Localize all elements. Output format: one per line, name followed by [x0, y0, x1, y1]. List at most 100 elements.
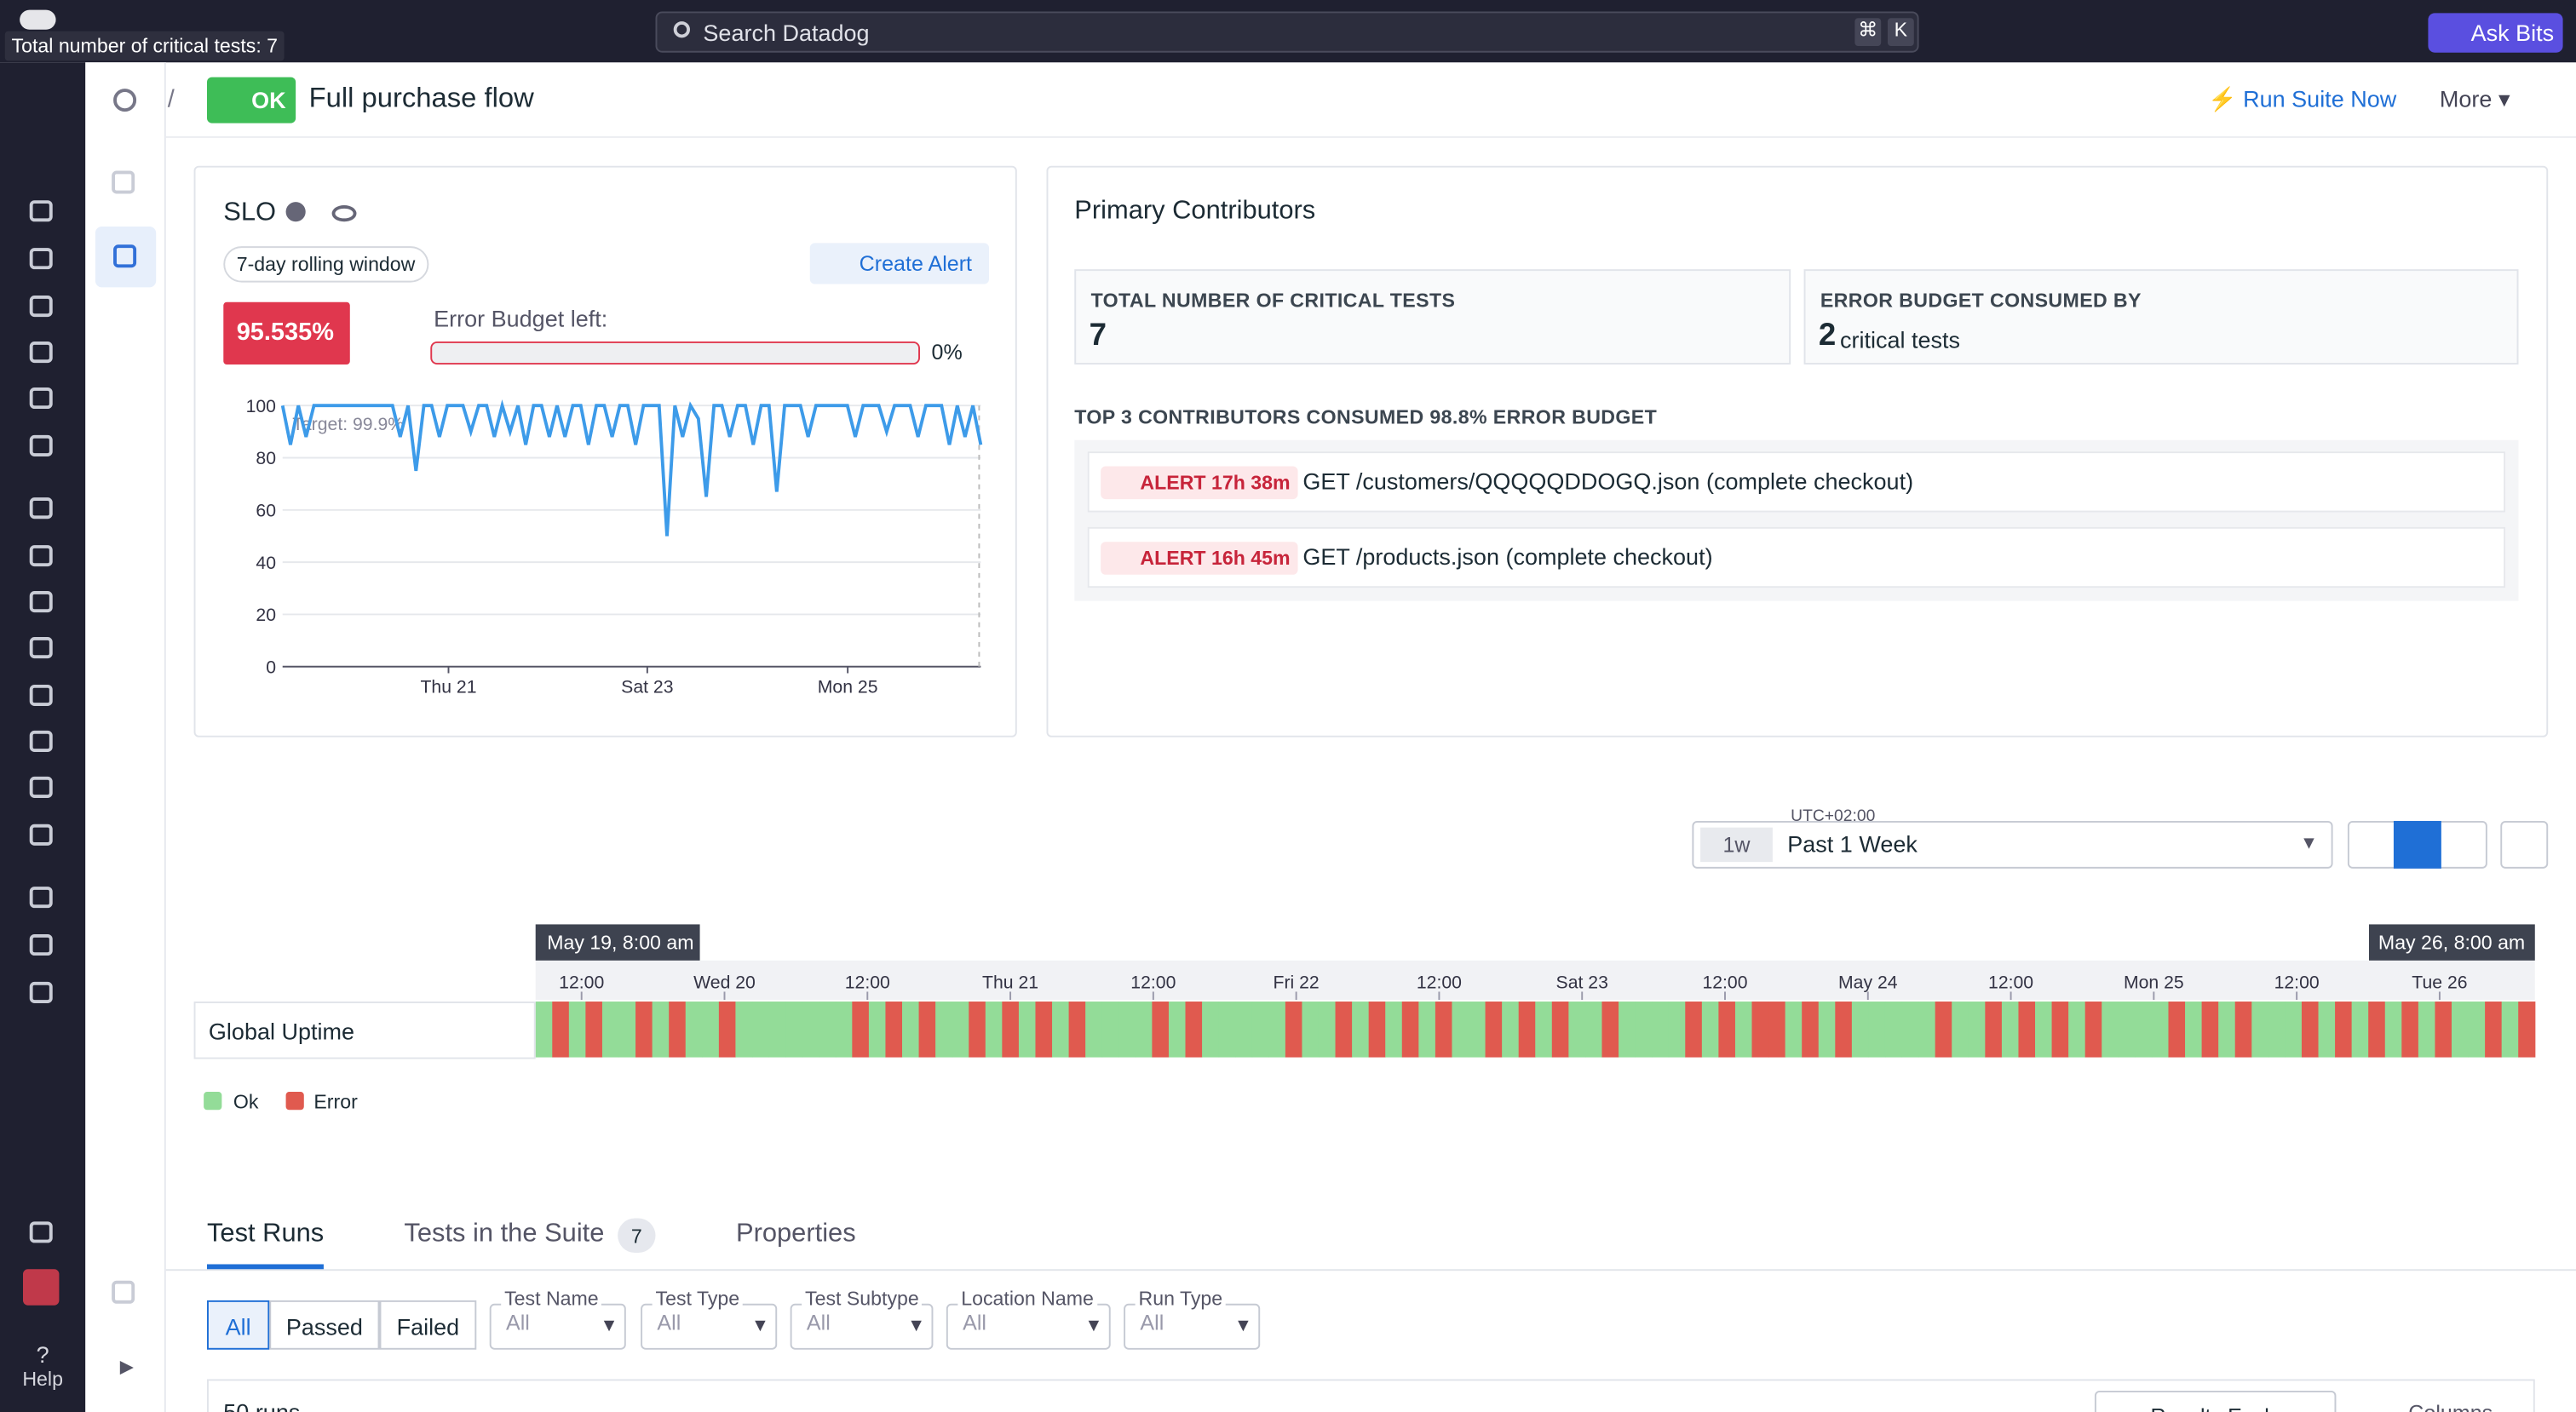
logo[interactable]	[20, 9, 56, 30]
uptime-slot	[1218, 1002, 1236, 1058]
nav-icon[interactable]	[29, 387, 53, 410]
status-filter[interactable]: Failed	[379, 1300, 477, 1350]
tab[interactable]: Tests in the Suite	[404, 1220, 605, 1248]
filter-dropdown[interactable]: All ▾	[790, 1303, 934, 1350]
filter-dropdown[interactable]: All ▾	[1124, 1303, 1261, 1350]
uptime-slot	[735, 1002, 753, 1058]
nav-icon[interactable]	[29, 1221, 53, 1243]
nav-icon[interactable]	[29, 776, 53, 798]
nav-icon[interactable]	[29, 497, 53, 519]
uptime-slot	[1584, 1002, 1603, 1058]
y-tick-label: 40	[256, 554, 276, 573]
uptime-slot	[835, 1002, 853, 1058]
legend-swatch	[204, 1092, 222, 1111]
x-tick-label: 12:00	[2274, 973, 2320, 993]
uptime-slot	[718, 1002, 736, 1058]
pause-button[interactable]	[2393, 820, 2441, 869]
uptime-slot	[2234, 1002, 2252, 1058]
status-filter[interactable]: Passed	[269, 1300, 380, 1350]
user-avatar[interactable]	[22, 1269, 60, 1306]
more-button[interactable]: More ▾	[2439, 85, 2510, 112]
settings-icon[interactable]	[285, 202, 306, 222]
nav-icon[interactable]	[29, 296, 53, 318]
uptime-slot	[1851, 1002, 1870, 1058]
uptime-slot	[1901, 1002, 1919, 1058]
nav-icon[interactable]	[29, 637, 53, 659]
columns-button[interactable]: Columns	[2372, 1401, 2493, 1412]
uptime-slot	[1335, 1002, 1353, 1058]
uptime-slot	[1052, 1002, 1070, 1058]
alert-row[interactable]	[1087, 526, 2506, 588]
nav-icon[interactable]	[29, 684, 53, 707]
status-filter[interactable]: All	[206, 1300, 270, 1350]
uptime-slot	[2001, 1002, 2020, 1058]
run-count: 50 runs	[223, 1399, 300, 1412]
help[interactable]: ? Help	[21, 1341, 64, 1391]
y-tick-label: 100	[246, 397, 276, 416]
uptime-slot	[1101, 1002, 1119, 1058]
overview-tab[interactable]	[95, 227, 157, 288]
end-label: May 26, 8:00 am	[2378, 931, 2525, 953]
x-tick-label: Fri 22	[1274, 973, 1320, 993]
nav-icon[interactable]	[29, 248, 53, 270]
dropdown-caret: ▼	[2299, 834, 2319, 854]
uptime-slot	[1802, 1002, 1820, 1058]
expand-icon[interactable]: ▶	[119, 1357, 135, 1378]
nav-icon[interactable]	[29, 434, 53, 456]
nav-icon[interactable]	[29, 981, 53, 1003]
tab[interactable]: Test Runs	[206, 1220, 325, 1248]
nav-icon[interactable]	[29, 730, 53, 752]
nav-icon[interactable]	[29, 933, 53, 956]
stat-value: 2	[1818, 319, 1837, 353]
chat-icon[interactable]	[112, 1280, 135, 1304]
uptime-slot	[1718, 1002, 1736, 1058]
x-tick-label: 12:00	[1702, 973, 1747, 993]
nav-icon[interactable]	[29, 887, 53, 909]
x-tick-label: Mon 25	[818, 678, 878, 697]
x-tick-label: 12:00	[559, 973, 604, 993]
x-tick-label: Thu 21	[420, 678, 476, 697]
run-suite-button[interactable]: ⚡ Run Suite Now	[2207, 85, 2397, 112]
uptime-slot	[1068, 1002, 1086, 1058]
slo-chart: 0 20 40 60 80 100 Thu 21 Sat 23 Mon 25 Target: 99…	[246, 397, 983, 697]
uptime-slot	[2335, 1002, 2353, 1058]
view-icon[interactable]	[331, 204, 357, 222]
uptime-slot	[1085, 1002, 1103, 1058]
search-box[interactable]	[655, 11, 1919, 53]
uptime-slot	[2285, 1002, 2303, 1058]
filter-dropdown[interactable]: All ▾	[641, 1303, 778, 1350]
stat-label: ERROR BUDGET CONSUMED BY	[1820, 289, 2142, 313]
edit-icon[interactable]	[112, 170, 135, 194]
create-alert-button[interactable]: Create Alert	[809, 243, 989, 284]
breadcrumb-separator: /	[167, 85, 175, 114]
filter-dropdown[interactable]: All ▾	[946, 1303, 1111, 1350]
suite-icon[interactable]	[113, 89, 137, 112]
nav-icon[interactable]	[29, 342, 53, 364]
nav-icon[interactable]	[29, 545, 53, 567]
uptime-slot	[1368, 1002, 1386, 1058]
uptime-slot	[1285, 1002, 1303, 1058]
uptime-slot	[1302, 1002, 1320, 1058]
ask-bits-button[interactable]: Ask Bits	[2428, 13, 2563, 53]
uptime-slot	[2185, 1002, 2203, 1058]
time-picker[interactable]	[1692, 820, 2333, 869]
nav-icon[interactable]	[29, 824, 53, 846]
tab[interactable]: Properties	[735, 1220, 856, 1248]
zoom-out-button[interactable]	[2500, 820, 2549, 869]
filter-value: All	[1140, 1310, 1164, 1335]
x-tick-label: May 24	[1838, 973, 1898, 993]
uptime-slot	[1235, 1002, 1253, 1058]
filter-value: All	[963, 1310, 987, 1335]
alert-row[interactable]	[1087, 451, 2506, 513]
status-badge: OK	[206, 77, 296, 123]
uptime-slot	[1352, 1002, 1370, 1058]
filter-dropdown[interactable]: All ▾	[489, 1303, 626, 1350]
uptime-slot	[552, 1002, 570, 1058]
end-flag	[2368, 924, 2535, 961]
nav-icon[interactable]	[29, 200, 53, 222]
results-explorer-button[interactable]: Results Explorer	[2094, 1390, 2337, 1412]
nav-icon[interactable]	[29, 591, 53, 613]
uptime-slot	[585, 1002, 603, 1058]
uptime-slot	[1985, 1002, 2003, 1058]
